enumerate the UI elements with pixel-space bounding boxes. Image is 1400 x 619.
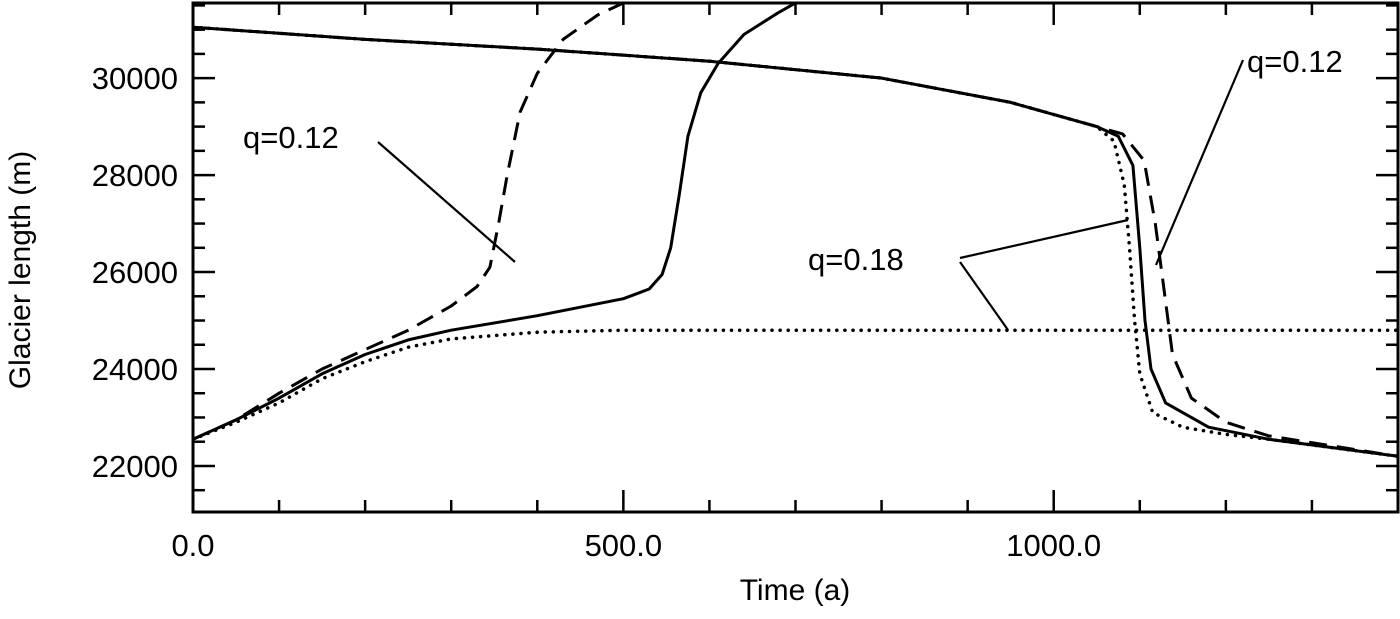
x-axis-title: Time (a) xyxy=(740,574,851,607)
leader-q018-upper xyxy=(959,218,1129,260)
y-tick-label: 28000 xyxy=(92,158,178,193)
annotation-q012-right: q=0.12 xyxy=(1247,44,1343,79)
y-axis-title: Glacier length (m) xyxy=(4,151,37,389)
y-tick-label: 30000 xyxy=(92,61,178,96)
axis-ticks xyxy=(191,3,1400,512)
y-tick-label: 26000 xyxy=(92,255,178,290)
series-dashed-retreat xyxy=(193,25,1398,458)
tick-labels: 0.0 500.0 1000.0 22000 24000 26000 28000 30000 xyxy=(92,61,1101,563)
x-tick-label: 1000.0 xyxy=(1006,528,1101,563)
annotation-q012-left: q=0.12 xyxy=(243,120,339,155)
series-dotted-retreat xyxy=(193,25,1398,459)
x-tick-label: 0.0 xyxy=(171,528,214,563)
series-dashed-advance xyxy=(193,3,625,441)
annotation-leaders xyxy=(377,59,1245,331)
y-tick-label: 22000 xyxy=(92,449,178,484)
plot-frame xyxy=(191,1,1400,514)
annotation-q018: q=0.18 xyxy=(808,242,904,277)
series-dotted-advance xyxy=(193,328,1398,442)
leader-q018-lower xyxy=(959,261,1009,331)
leader-q012-right xyxy=(1154,59,1245,266)
series-solid-retreat xyxy=(193,25,1398,458)
series-solid-advance xyxy=(193,3,797,441)
series-lines xyxy=(193,3,1398,459)
x-tick-label: 500.0 xyxy=(585,528,663,563)
leader-q012-left xyxy=(377,141,516,263)
y-tick-label: 24000 xyxy=(92,352,178,387)
